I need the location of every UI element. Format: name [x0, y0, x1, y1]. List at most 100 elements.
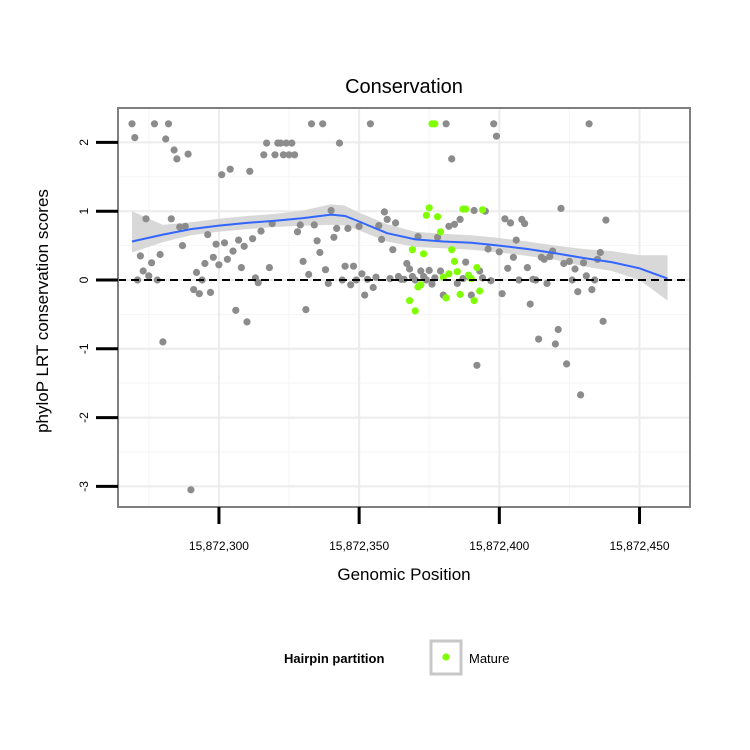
legend-label-mature: Mature: [469, 651, 509, 666]
score-point: [599, 317, 607, 325]
score-point: [369, 283, 377, 292]
mature-point: [436, 228, 445, 236]
score-point: [249, 235, 257, 243]
mature-point: [417, 281, 425, 289]
score-point: [285, 151, 293, 159]
score-point: [150, 120, 159, 128]
mature-point: [462, 205, 470, 213]
score-point: [347, 281, 355, 289]
plot-area: 15,872,300 15,872,350 15,872,400 15,872,450…: [77, 107, 691, 553]
mature-point: [448, 246, 456, 254]
score-point: [209, 253, 217, 261]
y-tick-label: 0: [77, 276, 91, 283]
score-point: [335, 139, 344, 147]
score-point: [526, 300, 534, 308]
legend-title: Hairpin partition: [284, 651, 384, 666]
y-tick-label: -2: [77, 412, 91, 423]
score-point: [596, 248, 604, 257]
score-point: [366, 120, 374, 128]
mature-point: [422, 211, 430, 219]
score-point: [159, 338, 167, 346]
y-tick-label: -3: [77, 481, 91, 492]
score-point: [588, 286, 596, 294]
chart-title: Conservation: [345, 76, 463, 98]
score-point: [554, 325, 562, 334]
score-point: [310, 221, 318, 229]
score-point: [162, 135, 170, 143]
score-point: [206, 288, 215, 296]
mature-point: [420, 250, 428, 258]
score-point: [195, 290, 203, 298]
score-point: [434, 233, 442, 241]
score-point: [288, 139, 296, 147]
score-point: [504, 264, 512, 272]
score-point: [560, 259, 568, 268]
score-point: [296, 221, 304, 229]
score-point: [305, 270, 313, 279]
score-point: [515, 276, 523, 284]
score-point: [277, 139, 285, 147]
score-point: [355, 222, 363, 230]
x-axis-title: Genomic Position: [337, 565, 470, 584]
score-point: [223, 255, 231, 263]
score-point: [291, 151, 299, 159]
score-point: [498, 290, 506, 298]
score-point: [585, 120, 593, 128]
score-point: [316, 248, 324, 257]
score-point: [501, 215, 509, 223]
score-point: [448, 155, 456, 163]
score-point: [512, 236, 520, 244]
score-point: [411, 276, 419, 284]
score-point: [563, 360, 571, 368]
score-point: [178, 242, 187, 250]
score-point: [445, 222, 453, 230]
score-point: [212, 240, 220, 248]
score-point: [495, 248, 503, 256]
y-axis-title: phyloP LRT conservation scores: [33, 189, 52, 433]
score-point: [492, 132, 501, 140]
score-point: [436, 267, 445, 275]
mature-point: [411, 307, 419, 315]
score-point: [582, 272, 590, 280]
score-point: [131, 134, 139, 142]
score-point: [450, 220, 459, 228]
mature-point: [467, 275, 475, 283]
score-point: [327, 206, 335, 215]
score-point: [456, 215, 464, 223]
score-point: [358, 270, 366, 278]
x-tick-label: 15,872,400: [469, 539, 529, 553]
x-tick-label: 15,872,350: [329, 539, 389, 553]
score-point: [232, 306, 240, 314]
score-point: [187, 486, 195, 494]
score-point: [257, 227, 265, 235]
score-point: [378, 235, 386, 243]
score-point: [128, 120, 136, 128]
score-point: [349, 262, 358, 270]
score-point: [263, 139, 271, 147]
score-point: [442, 120, 450, 128]
score-point: [282, 139, 290, 147]
mature-point: [476, 287, 484, 295]
score-point: [602, 216, 610, 224]
score-point: [181, 222, 189, 230]
score-point: [425, 266, 433, 274]
score-point: [341, 262, 349, 270]
score-point: [330, 233, 338, 241]
score-point: [184, 150, 192, 158]
score-point: [324, 279, 332, 287]
score-point: [333, 224, 341, 232]
score-point: [260, 151, 268, 159]
score-point: [380, 208, 388, 216]
mature-point: [408, 246, 416, 254]
score-point: [383, 215, 391, 223]
score-point: [574, 288, 582, 296]
score-point: [386, 275, 394, 283]
smooth-confidence-band: [132, 204, 668, 301]
score-point: [136, 252, 144, 260]
score-point: [229, 247, 237, 255]
mature-point: [406, 297, 414, 305]
score-point: [148, 259, 156, 267]
score-point: [313, 237, 321, 245]
score-point: [375, 222, 383, 230]
